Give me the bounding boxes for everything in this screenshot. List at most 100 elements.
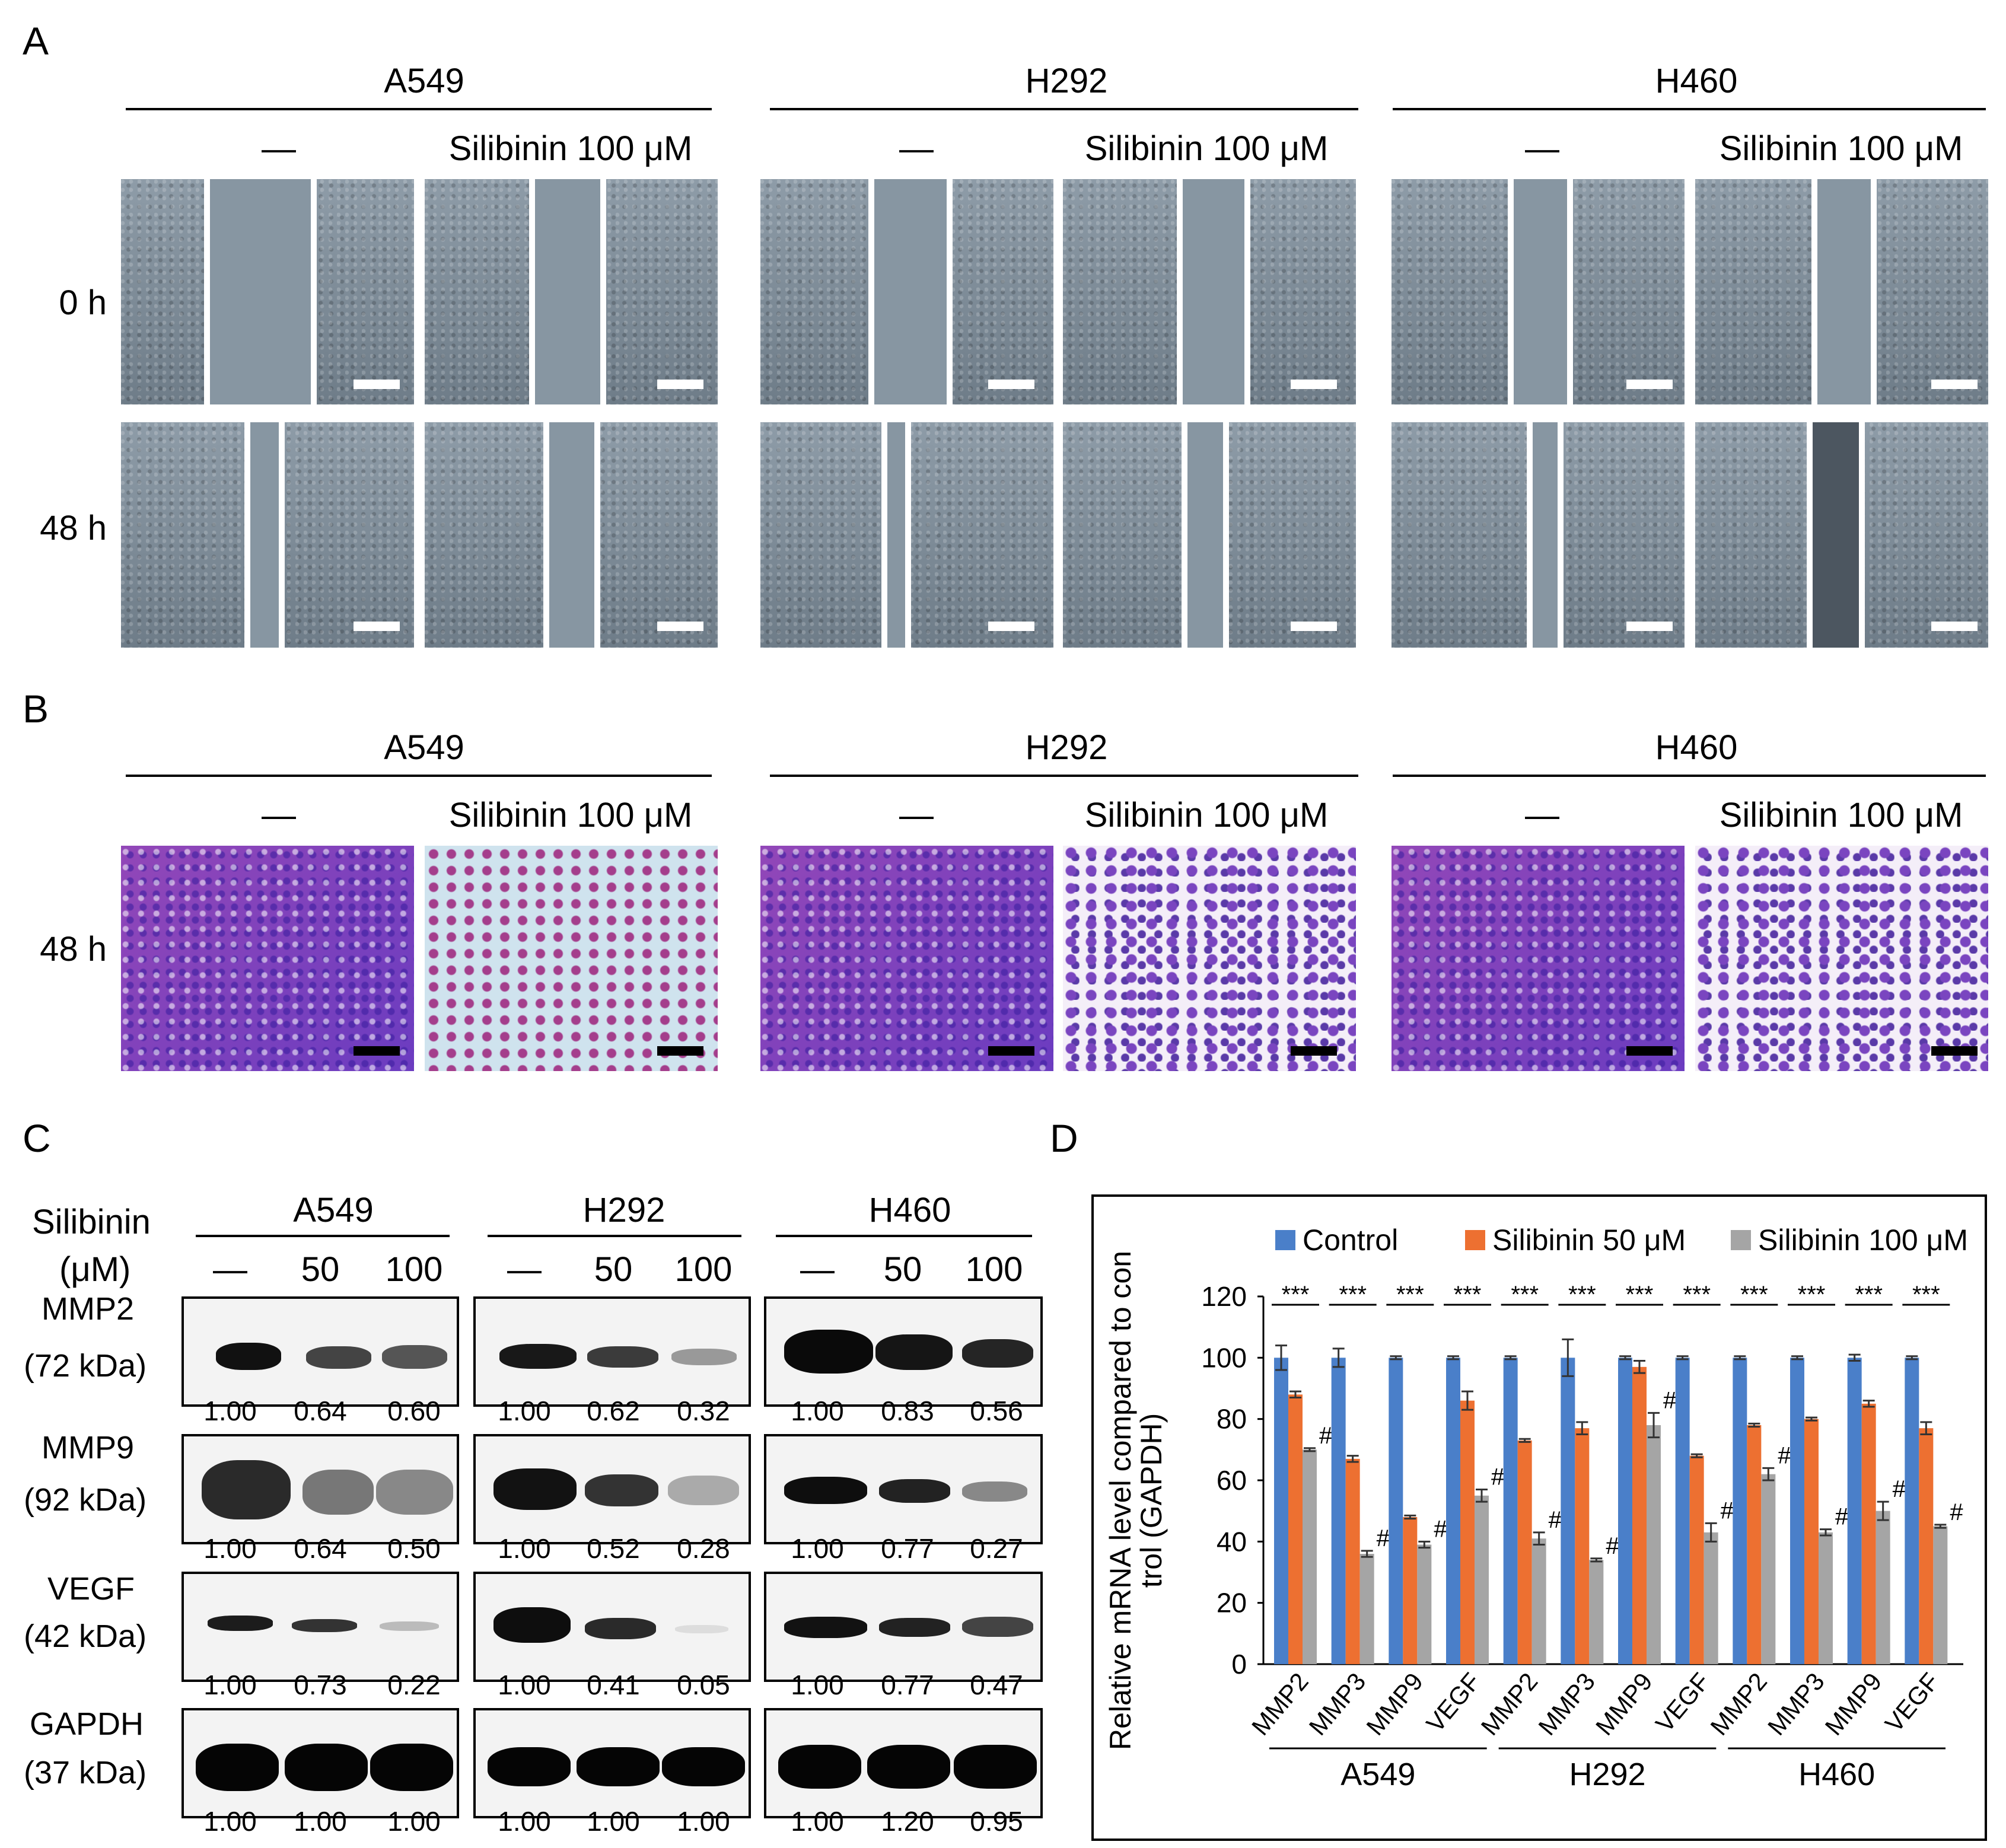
a-time-48h: 48 h [40,509,107,547]
blot-gapdh-h292 [473,1708,751,1818]
panel-c-label: C [23,1116,51,1160]
scale-bar [1291,380,1337,389]
band [306,1346,371,1369]
band [196,1744,279,1791]
blot-quant-value: 0.73 [294,1669,347,1700]
band [784,1477,867,1504]
wh-h460-ctrl-48h [1392,422,1685,648]
blot-quant-value: 1.20 [881,1806,934,1837]
blot-quant-value: 0.77 [881,1533,934,1564]
b-title-a549: A549 [384,728,464,767]
blot-vegf-h460 [764,1572,1043,1682]
scale-bar [1291,1046,1337,1056]
blot-quant-value: 0.52 [587,1533,640,1564]
blot-quant-value: 1.00 [791,1806,844,1837]
blot-quant-value: 0.22 [387,1669,441,1700]
band [292,1619,357,1632]
scale-bar [1626,380,1673,389]
blot-quant-value: 0.28 [677,1533,730,1564]
blot-quant-value: 0.56 [970,1395,1023,1426]
a-time-0h: 0 h [59,283,107,322]
wh-h292-ctrl-48h [760,422,1053,648]
blot-quant-value: 1.00 [791,1669,844,1700]
band [675,1625,728,1633]
blot-quant-value: 1.00 [498,1395,551,1426]
blot-quant-value: 0.77 [881,1669,934,1700]
band [499,1344,577,1369]
band [784,1330,873,1374]
tw-h292-ctrl [760,846,1053,1071]
a-underline-a549 [126,108,712,110]
blot-quant-value: 1.00 [587,1806,640,1837]
blot-unit-label: (μM) [59,1250,131,1289]
scale-bar [1626,622,1673,631]
scale-bar [1931,1046,1978,1056]
band [662,1747,745,1786]
blot-quant-value: 1.00 [387,1806,441,1837]
conc-h460-2: 100 [965,1250,1023,1289]
band [867,1745,950,1789]
row-size-mmp9: (92 kDa) [24,1482,147,1518]
row-size-gapdh: (37 kDa) [24,1755,147,1790]
panel-a-label: A [23,19,49,63]
tw-h460-sil [1695,846,1988,1071]
blot-quant-value: 1.00 [203,1806,257,1837]
band [879,1618,950,1637]
band [493,1607,571,1643]
band [488,1747,571,1786]
a-title-h460: H460 [1655,62,1738,100]
band [202,1460,291,1519]
chart-frame [1091,1194,1987,1841]
panel-d-label: D [1050,1116,1078,1160]
band [303,1470,374,1515]
blot-quant-value: 0.62 [587,1395,640,1426]
tw-a549-ctrl [121,846,414,1071]
scale-bar [1931,622,1978,631]
wh-h292-sil-48h [1063,422,1356,648]
a-ctrl-h292: — [899,129,934,168]
scale-bar [354,380,400,389]
blot-mmp2-a549 [182,1296,459,1407]
row-size-vegf: (42 kDa) [24,1618,147,1654]
blot-gapdh-h460 [764,1708,1043,1818]
band [587,1346,658,1368]
band [962,1339,1033,1368]
blot-quant-value: 1.00 [498,1669,551,1700]
b-ctrl-h460: — [1525,796,1559,834]
band [376,1470,453,1515]
a-ctrl-a549: — [262,129,296,168]
c-title-a549: A549 [293,1191,374,1229]
scale-bar [988,380,1034,389]
a-underline-h292 [770,108,1358,110]
blot-vegf-a549 [182,1572,459,1682]
b-ctrl-a549: — [262,796,296,834]
scale-bar [657,1046,703,1056]
band [585,1618,656,1639]
conc-h292-0: — [507,1250,542,1289]
blot-mmp9-h460 [764,1434,1043,1544]
wh-h460-sil-0h [1695,179,1988,404]
blot-quant-value: 0.41 [587,1669,640,1700]
band [671,1349,737,1365]
row-label-gapdh: GAPDH [30,1706,144,1742]
c-underline-h292 [488,1235,741,1237]
band [585,1474,658,1506]
band [577,1747,660,1786]
a-treat-h460: Silibinin 100 μM [1719,129,1963,168]
panel-b-label: B [23,687,49,731]
band [962,1481,1027,1502]
wh-a549-ctrl-0h [121,179,414,404]
band [380,1621,439,1631]
scale-bar [354,622,400,631]
blot-mmp2-h460 [764,1296,1043,1407]
blot-quant-value: 1.00 [203,1533,257,1564]
blot-quant-value: 0.83 [881,1395,934,1426]
blot-mmp2-h292 [473,1296,751,1407]
band [208,1616,273,1631]
blot-quant-value: 0.64 [294,1395,347,1426]
tw-h460-ctrl [1392,846,1685,1071]
a-treat-h292: Silibinin 100 μM [1084,129,1329,168]
blot-quant-value: 1.00 [203,1669,257,1700]
blot-quant-value: 0.47 [970,1669,1023,1700]
c-title-h292: H292 [582,1191,666,1229]
